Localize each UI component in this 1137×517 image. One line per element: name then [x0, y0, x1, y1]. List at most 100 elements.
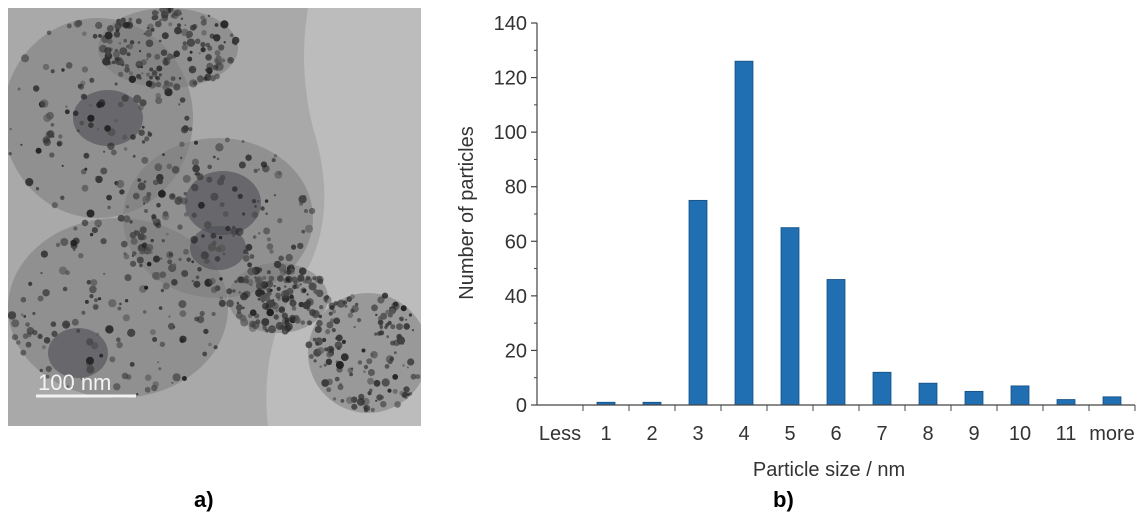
nanoparticle	[307, 320, 312, 326]
nanoparticle	[174, 26, 182, 35]
nanoparticle	[183, 212, 189, 217]
nanoparticle	[161, 239, 165, 243]
nanoparticle	[151, 71, 158, 77]
nanoparticle	[170, 76, 176, 81]
nanoparticle	[415, 374, 421, 380]
nanoparticle	[78, 83, 85, 90]
nanoparticle	[218, 44, 225, 51]
nanoparticle	[403, 323, 411, 330]
nanoparticle	[20, 313, 24, 317]
nanoparticle	[204, 221, 212, 229]
nanoparticle	[86, 356, 94, 365]
nanoparticle	[285, 277, 290, 282]
nanoparticle	[399, 390, 405, 396]
nanoparticle	[212, 240, 217, 246]
nanoparticle	[25, 178, 34, 187]
nanoparticle	[279, 268, 288, 276]
nanoparticle	[111, 60, 116, 65]
y-tick-labels: 0 20 40 60 80 100 120 140	[494, 13, 527, 417]
nanoparticle	[311, 310, 320, 319]
nanoparticle	[35, 147, 42, 154]
nanoparticle	[300, 320, 305, 325]
nanoparticle	[344, 304, 348, 308]
nanoparticle	[326, 378, 333, 385]
nanoparticle	[50, 69, 55, 74]
nanoparticle	[50, 123, 55, 127]
nanoparticle	[304, 224, 314, 233]
nanoparticle	[206, 176, 213, 183]
nanoparticle	[297, 242, 304, 250]
nanoparticle	[259, 289, 262, 292]
nanoparticle	[235, 304, 243, 311]
y-tick-label: 40	[505, 286, 527, 308]
nanoparticle	[186, 257, 191, 262]
nanoparticle	[335, 334, 343, 342]
nanoparticle	[210, 75, 216, 82]
nanoparticle	[136, 393, 139, 396]
nanoparticle	[370, 351, 378, 359]
nanoparticle	[200, 19, 207, 26]
nanoparticle	[329, 348, 334, 353]
nanoparticle	[399, 317, 402, 320]
nanoparticle	[408, 313, 412, 317]
nanoparticle	[305, 341, 313, 349]
nanoparticle	[179, 141, 185, 147]
nanoparticle	[222, 252, 226, 256]
nanoparticle	[180, 156, 183, 159]
nanoparticle	[104, 31, 113, 40]
nanoparticle	[215, 55, 222, 62]
nanoparticle	[214, 256, 221, 262]
nanoparticle	[351, 367, 354, 370]
nanoparticle	[97, 128, 100, 131]
nanoparticle	[240, 277, 247, 284]
nanoparticle	[133, 94, 142, 103]
nanoparticle	[131, 251, 137, 256]
nanoparticle	[76, 329, 81, 333]
nanoparticle	[106, 25, 114, 32]
nanoparticle	[258, 232, 261, 235]
nanoparticle	[141, 140, 146, 144]
nanoparticle	[273, 194, 276, 197]
nanoparticle	[181, 376, 187, 381]
nanoparticle	[400, 305, 407, 312]
nanoparticle	[46, 130, 55, 138]
nanoparticle	[357, 398, 365, 406]
nanoparticle	[173, 83, 181, 91]
nanoparticle	[110, 149, 117, 156]
nanoparticle	[40, 271, 43, 275]
nanoparticle	[191, 279, 195, 283]
nanoparticle	[176, 195, 183, 202]
nanoparticle	[132, 192, 140, 200]
nanoparticle	[275, 321, 284, 331]
nanoparticle	[195, 275, 200, 280]
nanoparticle	[136, 61, 141, 66]
nanoparticle	[37, 295, 44, 302]
bar-3	[688, 199, 708, 406]
nanoparticle	[376, 331, 382, 336]
nanoparticle	[146, 72, 151, 77]
nanoparticle	[162, 282, 170, 290]
panel-label-a: a)	[194, 487, 214, 512]
nanoparticle	[128, 17, 133, 22]
nanoparticle	[179, 97, 186, 103]
nanoparticle	[206, 67, 213, 74]
nanoparticle	[351, 403, 358, 410]
nanoparticle	[223, 41, 226, 44]
nanoparticle	[274, 170, 283, 179]
nanoparticle	[333, 317, 341, 325]
nanoparticle	[107, 142, 115, 150]
nanoparticle	[309, 207, 316, 215]
nanoparticle	[226, 299, 234, 308]
histogram-chart: 0 20 40 60 80 100 120 140 Less 1 2 3 4 5 6 7 8 9 10 11 more…	[456, 13, 1136, 481]
nanoparticle	[9, 128, 12, 131]
nanoparticle	[86, 280, 92, 285]
nanoparticle	[377, 296, 385, 304]
x-tick-label: 3	[692, 423, 703, 445]
nanoparticle	[139, 226, 147, 234]
x-tick-labels: Less 1 2 3 4 5 6 7 8 9 10 11 more	[539, 423, 1135, 445]
nanoparticle	[76, 129, 80, 133]
nanoparticle	[282, 311, 285, 315]
nanoparticle	[226, 288, 233, 295]
nanoparticle	[363, 405, 368, 410]
nanoparticle	[297, 274, 305, 282]
